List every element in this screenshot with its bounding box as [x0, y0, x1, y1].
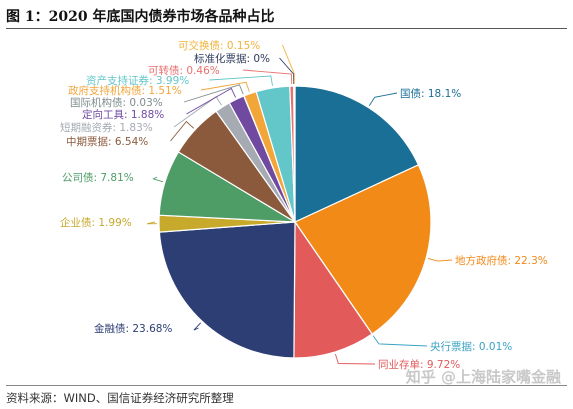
slice-5 — [158, 221, 296, 359]
watermark-text: 知乎 @上海陆家嘴金融 — [405, 368, 561, 386]
slice-11-label: 国际机构债: 0.03% — [70, 96, 163, 109]
slice-14-label: 可转债: 0.46% — [148, 64, 220, 77]
slice-3-label: 央行票据: 0.01% — [430, 340, 512, 353]
slice-13-label: 资产支持证券: 3.99% — [86, 74, 189, 87]
slice-1-leader — [368, 92, 398, 106]
slice-3-leader — [372, 335, 428, 347]
slice-7-leader — [152, 176, 164, 183]
slice-8-leader — [170, 120, 195, 142]
slice-11-leader — [183, 84, 244, 103]
slice-2-label: 地方政府债: 22.3% — [455, 254, 548, 267]
source-note: 资料来源：WIND、国信证券经济研究所整理 — [6, 391, 234, 405]
source-rule — [6, 385, 567, 386]
slice-13-leader — [209, 75, 273, 86]
slice-15-label: 标准化票据: 0% — [194, 52, 270, 65]
slice-1 — [294, 85, 420, 223]
slice-7-label: 公司债: 7.81% — [62, 171, 134, 184]
slice-labels: 国债: 18.1% 地方政府债: 22.3% 央行票据: 0.01% 同业存单: 9.… — [60, 39, 548, 371]
slice-16-leader — [282, 44, 295, 84]
slice-2-leader — [427, 257, 453, 262]
slice-12-label: 政府支持机构债: 1.51% — [68, 84, 182, 97]
slice-1-label: 国债: 18.1% — [400, 87, 461, 100]
slice-5-leader — [193, 322, 202, 331]
slice-8-label: 中期票据: 6.54% — [66, 135, 148, 148]
slice-9-label: 短期融资券: 1.83% — [60, 121, 153, 134]
slice-4 — [293, 220, 373, 359]
title-rule — [6, 28, 567, 29]
slice-15-leader — [279, 57, 295, 85]
slice-4-leader — [334, 353, 376, 365]
slice-16 — [293, 85, 296, 223]
slice-10-label: 定向工具: 1.88% — [82, 108, 164, 121]
leader-lines — [146, 44, 453, 365]
slice-6-leader — [146, 221, 158, 225]
slice-5-label: 金融债: 23.68% — [94, 322, 172, 335]
pie-slices — [158, 85, 432, 359]
slice-4-label: 同业存单: 9.72% — [378, 358, 460, 371]
slice-6-label: 企业债: 1.99% — [60, 216, 132, 229]
slice-16-label: 可交换债: 0.15% — [178, 39, 260, 52]
slice-10-leader — [186, 87, 237, 115]
slice-2 — [294, 164, 432, 335]
figure-title: 图 1：2020 年底国内债券市场各品种占比 — [6, 9, 275, 25]
slice-14-leader — [242, 69, 293, 85]
slice-12-leader — [200, 81, 250, 92]
